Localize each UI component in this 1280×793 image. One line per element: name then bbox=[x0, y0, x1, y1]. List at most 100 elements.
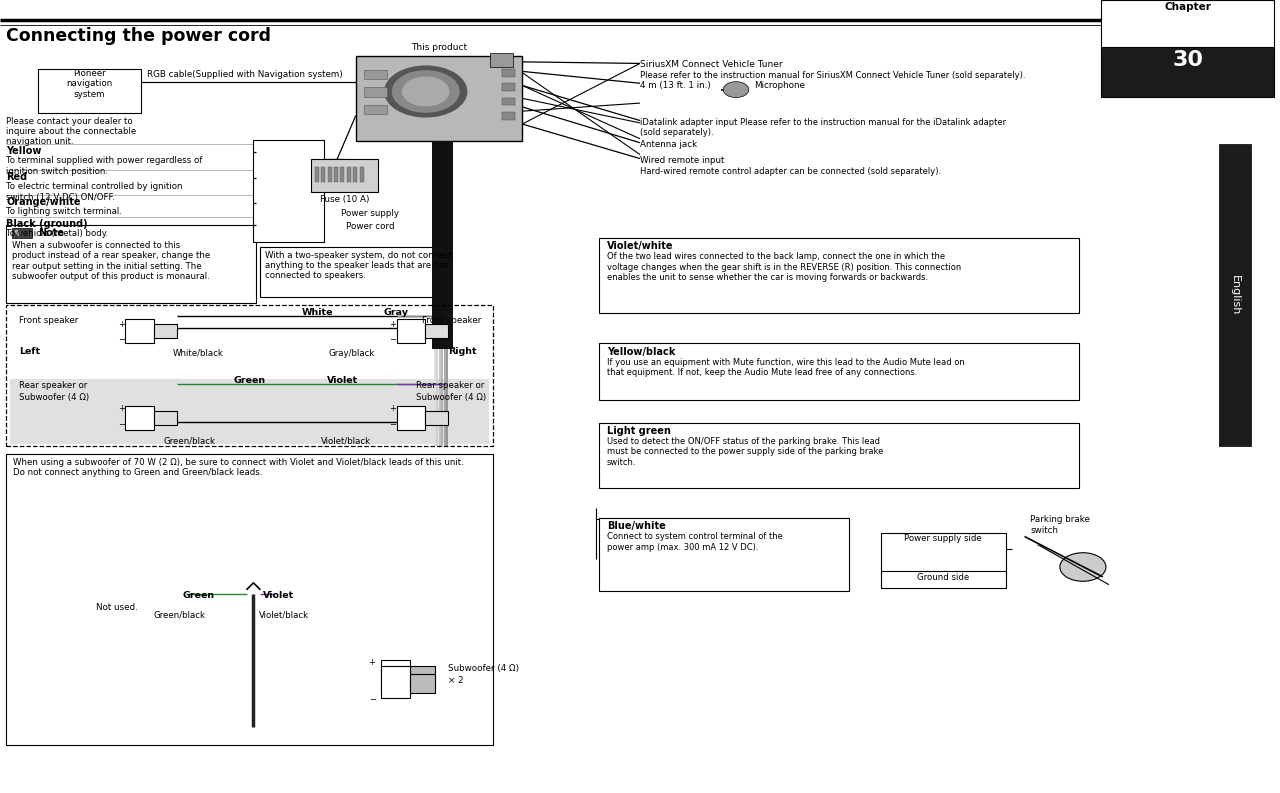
Text: Antenna jack: Antenna jack bbox=[640, 140, 698, 149]
FancyBboxPatch shape bbox=[311, 159, 378, 192]
Text: Parking brake
switch: Parking brake switch bbox=[1030, 515, 1091, 534]
Text: +: + bbox=[389, 320, 396, 329]
FancyBboxPatch shape bbox=[397, 319, 425, 343]
FancyBboxPatch shape bbox=[10, 379, 489, 444]
Text: To electric terminal controlled by ignition
switch (12 V DC) ON/OFF.: To electric terminal controlled by ignit… bbox=[6, 182, 183, 201]
Text: Gray/black: Gray/black bbox=[329, 349, 375, 358]
Text: Left: Left bbox=[19, 347, 41, 355]
Text: × 2: × 2 bbox=[448, 676, 463, 684]
Text: +: + bbox=[118, 320, 124, 329]
FancyBboxPatch shape bbox=[1101, 47, 1274, 97]
FancyBboxPatch shape bbox=[502, 83, 515, 91]
FancyBboxPatch shape bbox=[381, 666, 410, 698]
FancyBboxPatch shape bbox=[154, 324, 177, 338]
Text: Power supply: Power supply bbox=[340, 209, 399, 218]
Text: Front speaker: Front speaker bbox=[422, 316, 481, 325]
Text: iDatalink adapter input Please refer to the instruction manual for the iDatalink: iDatalink adapter input Please refer to … bbox=[640, 118, 1006, 127]
FancyBboxPatch shape bbox=[397, 406, 425, 430]
Text: Violet: Violet bbox=[328, 376, 358, 385]
Text: Please contact your dealer to
inquire about the connectable
navigation unit.: Please contact your dealer to inquire ab… bbox=[6, 117, 137, 147]
FancyBboxPatch shape bbox=[381, 660, 410, 691]
FancyBboxPatch shape bbox=[125, 406, 154, 430]
Text: −: − bbox=[389, 335, 396, 343]
Text: Chapter: Chapter bbox=[1165, 2, 1211, 12]
Text: To terminal supplied with power regardless of
ignition switch position.: To terminal supplied with power regardle… bbox=[6, 156, 202, 175]
Circle shape bbox=[1060, 553, 1106, 581]
Circle shape bbox=[723, 82, 749, 98]
Text: Fuse (10 A): Fuse (10 A) bbox=[320, 195, 369, 204]
FancyBboxPatch shape bbox=[1101, 0, 1274, 48]
FancyBboxPatch shape bbox=[410, 674, 435, 693]
Text: English: English bbox=[1230, 275, 1239, 315]
Text: −: − bbox=[369, 695, 375, 704]
Text: Violet/black: Violet/black bbox=[259, 611, 310, 619]
FancyBboxPatch shape bbox=[599, 423, 1079, 488]
Text: When using a subwoofer of 70 W (2 Ω), be sure to connect with Violet and Violet/: When using a subwoofer of 70 W (2 Ω), be… bbox=[13, 458, 463, 477]
FancyBboxPatch shape bbox=[321, 167, 325, 182]
Text: Power supply side: Power supply side bbox=[905, 534, 982, 543]
Text: Light green: Light green bbox=[607, 426, 671, 436]
Text: Right: Right bbox=[448, 347, 476, 355]
Text: Front speaker: Front speaker bbox=[19, 316, 78, 325]
Text: ✎: ✎ bbox=[13, 229, 20, 239]
Text: Green/black: Green/black bbox=[154, 611, 205, 619]
FancyBboxPatch shape bbox=[502, 69, 515, 77]
FancyBboxPatch shape bbox=[13, 592, 489, 739]
Text: Orange/white: Orange/white bbox=[6, 197, 81, 207]
FancyBboxPatch shape bbox=[6, 454, 493, 745]
Text: Yellow/black: Yellow/black bbox=[607, 347, 675, 357]
Text: Rear speaker or: Rear speaker or bbox=[19, 381, 87, 390]
Text: −: − bbox=[118, 335, 124, 343]
FancyBboxPatch shape bbox=[599, 343, 1079, 400]
FancyBboxPatch shape bbox=[6, 225, 256, 303]
FancyBboxPatch shape bbox=[154, 411, 177, 425]
FancyBboxPatch shape bbox=[125, 319, 154, 343]
Text: Please refer to the instruction manual for SiriusXM Connect Vehicle Tuner (sold : Please refer to the instruction manual f… bbox=[640, 71, 1025, 80]
FancyBboxPatch shape bbox=[360, 167, 364, 182]
FancyBboxPatch shape bbox=[328, 167, 332, 182]
Text: Microphone: Microphone bbox=[754, 81, 805, 90]
Text: White/black: White/black bbox=[173, 349, 224, 358]
Text: Violet/white: Violet/white bbox=[607, 241, 673, 251]
FancyBboxPatch shape bbox=[364, 87, 387, 97]
FancyBboxPatch shape bbox=[340, 167, 344, 182]
Text: 4 m (13 ft. 1 in.): 4 m (13 ft. 1 in.) bbox=[640, 81, 710, 90]
Text: Not used.: Not used. bbox=[96, 603, 138, 611]
FancyBboxPatch shape bbox=[356, 56, 522, 141]
Text: White: White bbox=[302, 308, 333, 317]
Text: +: + bbox=[389, 404, 396, 413]
Text: To vehicle (metal) body.: To vehicle (metal) body. bbox=[6, 229, 109, 238]
FancyBboxPatch shape bbox=[334, 167, 338, 182]
Text: When a subwoofer is connected to this
product instead of a rear speaker, change : When a subwoofer is connected to this pr… bbox=[12, 241, 210, 282]
Text: Hard-wired remote control adapter can be connected (sold separately).: Hard-wired remote control adapter can be… bbox=[640, 167, 941, 176]
Text: Violet: Violet bbox=[264, 591, 294, 600]
FancyBboxPatch shape bbox=[490, 53, 513, 67]
Text: SiriusXM Connect Vehicle Tuner: SiriusXM Connect Vehicle Tuner bbox=[640, 60, 782, 69]
Text: This product: This product bbox=[411, 43, 467, 52]
Text: Of the two lead wires connected to the back lamp, connect the one in which the
v: Of the two lead wires connected to the b… bbox=[607, 252, 961, 282]
Text: Used to detect the ON/OFF status of the parking brake. This lead
must be connect: Used to detect the ON/OFF status of the … bbox=[607, 437, 883, 467]
Text: Subwoofer (4 Ω): Subwoofer (4 Ω) bbox=[19, 393, 90, 402]
Text: Yellow: Yellow bbox=[6, 146, 42, 156]
Text: Subwoofer (4 Ω): Subwoofer (4 Ω) bbox=[448, 664, 520, 672]
FancyBboxPatch shape bbox=[364, 105, 387, 114]
FancyBboxPatch shape bbox=[1219, 144, 1251, 446]
Text: Blue/white: Blue/white bbox=[607, 521, 666, 531]
Text: Violet/black: Violet/black bbox=[320, 436, 371, 445]
FancyBboxPatch shape bbox=[253, 140, 324, 242]
FancyBboxPatch shape bbox=[502, 98, 515, 105]
Circle shape bbox=[403, 77, 449, 105]
Text: +: + bbox=[369, 658, 375, 667]
FancyBboxPatch shape bbox=[410, 666, 435, 685]
Text: Note: Note bbox=[38, 228, 64, 238]
Text: Red: Red bbox=[6, 172, 28, 182]
Text: Green: Green bbox=[233, 376, 266, 385]
FancyBboxPatch shape bbox=[6, 305, 493, 446]
Text: Connecting the power cord: Connecting the power cord bbox=[6, 27, 271, 45]
FancyBboxPatch shape bbox=[425, 411, 448, 425]
Text: (sold separately).: (sold separately). bbox=[640, 128, 714, 137]
FancyBboxPatch shape bbox=[599, 238, 1079, 313]
FancyBboxPatch shape bbox=[881, 533, 1006, 573]
FancyBboxPatch shape bbox=[881, 571, 1006, 588]
Text: Connect to system control terminal of the
power amp (max. 300 mA 12 V DC).: Connect to system control terminal of th… bbox=[607, 532, 782, 551]
